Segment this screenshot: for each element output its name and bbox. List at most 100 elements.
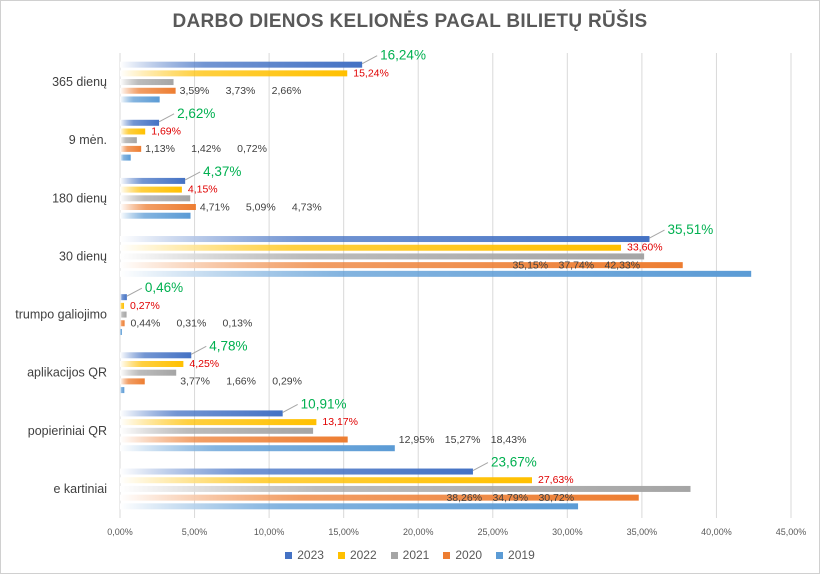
data-label-2022: 0,27% (130, 300, 160, 312)
bar-2019 (120, 96, 160, 103)
bar-2021 (120, 253, 645, 260)
data-label-2023: 4,78% (209, 338, 247, 353)
bar-2022 (120, 302, 125, 309)
legend-label: 2023 (297, 548, 324, 562)
bar-2021 (120, 79, 174, 86)
data-label-2019: 0,29% (272, 376, 302, 388)
legend-item-2021: 2021 (390, 548, 430, 562)
category-label: 365 dienų (52, 75, 107, 89)
legend-swatch (285, 552, 293, 560)
x-tick-label: 45,00% (776, 527, 807, 537)
bar-2022 (120, 360, 184, 367)
legend-swatch (390, 552, 398, 560)
bar-2019 (120, 270, 752, 277)
legend-label: 2020 (455, 548, 483, 562)
legend-swatch (496, 552, 504, 560)
data-label-2019: 30,72% (538, 492, 574, 504)
data-label-2020: 34,79% (492, 492, 528, 504)
legend-item-2020: 2020 (443, 548, 482, 562)
data-label-2022: 4,25% (189, 358, 219, 370)
data-label-2019: 18,43% (491, 434, 527, 446)
data-label-2021: 12,95% (399, 434, 435, 446)
bar-2023 (120, 352, 192, 359)
bar-2021 (120, 427, 314, 434)
bar-2020 (120, 262, 683, 269)
bar-2019 (120, 387, 125, 394)
data-label-2021: 35,15% (513, 259, 549, 271)
bar-2020 (120, 145, 142, 152)
data-label-2021: 3,77% (180, 376, 210, 388)
bar-2022 (120, 128, 146, 135)
bar-2021 (120, 195, 191, 202)
legend-swatch (443, 552, 451, 560)
data-label-2021: 38,26% (446, 492, 482, 504)
bar-2019 (120, 445, 395, 452)
data-label-2020: 5,09% (246, 201, 276, 213)
data-label-2023: 23,67% (491, 455, 537, 470)
bar-2021 (120, 369, 177, 376)
category-label: aplikacijos QR (27, 366, 107, 380)
data-label-2019: 2,66% (272, 85, 302, 97)
leader-line (361, 55, 378, 65)
bar-2021 (120, 311, 127, 318)
data-label-2019: 4,73% (292, 201, 322, 213)
x-tick-label: 10,00% (254, 527, 285, 537)
data-label-2021: 4,71% (200, 201, 230, 213)
data-label-2020: 37,74% (559, 259, 595, 271)
bar-2023 (120, 177, 186, 184)
leader-line (158, 113, 175, 123)
leader-line (472, 462, 489, 471)
data-label-2020: 15,27% (445, 434, 481, 446)
leader-line (184, 171, 201, 181)
data-label-2019: 42,33% (605, 259, 641, 271)
bar-2023 (120, 410, 283, 417)
bar-2022 (120, 419, 317, 426)
chart-title: DARBO DIENOS KELIONĖS PAGAL BILIETŲ RŪŠI… (172, 11, 648, 32)
legend-label: 2021 (402, 548, 430, 562)
data-label-2021: 3,59% (180, 85, 210, 97)
data-label-2023: 4,37% (203, 164, 241, 179)
x-tick-label: 25,00% (478, 527, 509, 537)
bar-2020 (120, 320, 125, 327)
data-label-2023: 10,91% (301, 396, 347, 411)
legend-item-2023: 2023 (285, 548, 324, 562)
bar-2020 (120, 494, 639, 501)
bar-2022 (120, 70, 348, 77)
bar-2020 (120, 204, 196, 211)
data-label-2020: 1,66% (226, 376, 256, 388)
legend: 2023 2022 2021 2020 2019 (1, 548, 819, 562)
bar-2021 (120, 485, 691, 492)
data-label-2020: 3,73% (226, 85, 256, 97)
data-label-2019: 0,72% (237, 143, 267, 155)
legend-item-2019: 2019 (496, 548, 535, 562)
data-label-2020: 0,31% (177, 318, 207, 330)
x-tick-label: 15,00% (328, 527, 359, 537)
bar-2022 (120, 477, 532, 484)
data-label-2021: 0,44% (131, 318, 161, 330)
legend-swatch (337, 552, 345, 560)
bar-2023 (120, 468, 473, 475)
bar-2019 (120, 328, 122, 335)
data-label-2023: 35,51% (667, 222, 713, 237)
data-label-2023: 2,62% (177, 106, 215, 121)
bar-2023 (120, 119, 160, 126)
x-tick-label: 5,00% (182, 527, 208, 537)
data-label-2022: 1,69% (151, 125, 181, 137)
x-tick-label: 40,00% (701, 527, 732, 537)
category-label: 9 mėn. (69, 133, 107, 147)
category-label: popieriniai QR (28, 424, 107, 438)
x-tick-label: 30,00% (552, 527, 583, 537)
legend-label: 2019 (508, 548, 535, 562)
data-label-2020: 1,42% (191, 143, 221, 155)
data-label-2022: 27,63% (538, 474, 574, 486)
data-label-2022: 15,24% (353, 67, 389, 79)
data-label-2023: 0,46% (145, 280, 183, 295)
legend-label: 2022 (349, 548, 377, 562)
bar-2021 (120, 137, 137, 144)
data-label-2021: 1,13% (145, 143, 175, 155)
leader-line (126, 287, 143, 297)
bar-2023 (120, 61, 363, 68)
bar-2020 (120, 378, 145, 385)
